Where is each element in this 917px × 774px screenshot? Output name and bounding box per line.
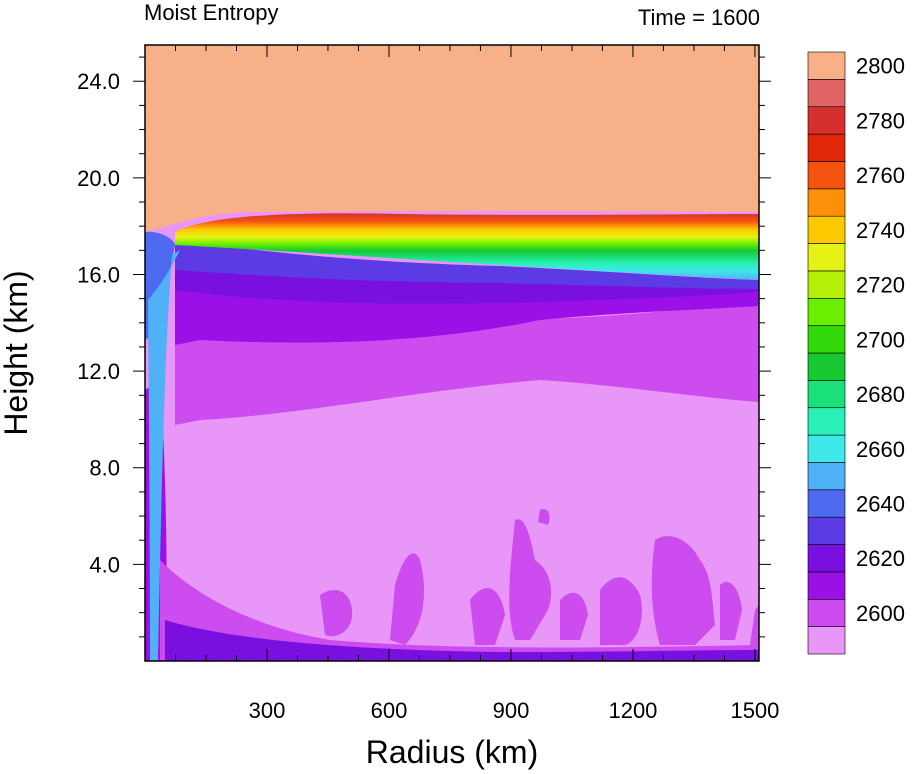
field-plume (651, 536, 715, 645)
x-tick-label: 300 (249, 698, 286, 723)
contour-field (145, 45, 759, 661)
x-tick-label: 600 (371, 698, 408, 723)
colorbar-label: 2740 (856, 218, 905, 243)
field-plume (320, 590, 353, 637)
field-plume (509, 519, 552, 640)
colorbar-box (807, 161, 846, 190)
colorbar-box (807, 106, 846, 135)
colorbar-label: 2800 (856, 54, 905, 79)
field-upper-layer-4 (175, 240, 759, 289)
plot-frame (144, 44, 760, 662)
field-upper-layer-2 (175, 268, 759, 345)
colorbar-label: 2720 (856, 273, 905, 298)
colorbar-box (807, 544, 846, 573)
colorbar-box (807, 352, 846, 381)
colorbar-label: 2640 (856, 492, 905, 517)
colorbar-label: 2660 (856, 437, 905, 462)
y-axis: 4.0 8.0 12.0 16.0 20.0 24.0 (77, 56, 771, 638)
chart-title: Moist Entropy (144, 0, 279, 25)
plot-area (144, 44, 760, 662)
colorbar-label: 2620 (856, 546, 905, 571)
y-axis-label: Height (km) (0, 270, 34, 435)
colorbar-box (807, 462, 846, 491)
colorbar-box (807, 380, 846, 409)
y-tick-label: 8.0 (89, 456, 120, 481)
colorbar-box (807, 434, 846, 463)
colorbar-box (807, 598, 846, 627)
colorbar-box (807, 571, 846, 600)
colorbar-label: 2780 (856, 108, 905, 133)
x-axis: 300 600 900 1200 1500 (174, 45, 779, 723)
colorbar-box (807, 188, 846, 217)
colorbar-label: 2680 (856, 382, 905, 407)
x-tick-label: 900 (493, 698, 530, 723)
field-upper-layer-3 (175, 268, 759, 304)
colorbar-box (807, 270, 846, 299)
colorbar-box (807, 489, 846, 518)
x-tick-label: 1500 (730, 698, 779, 723)
time-label: Time = 1600 (638, 5, 760, 30)
field-plume (720, 581, 742, 640)
y-tick-label: 12.0 (77, 359, 120, 384)
field-tropopause-band (175, 213, 759, 280)
y-tick-label: 20.0 (77, 166, 120, 191)
field-plume (390, 553, 425, 645)
y-tick-label: 24.0 (77, 69, 120, 94)
field-plume (600, 577, 642, 645)
field-plume (560, 592, 588, 640)
x-axis-label: Radius (km) (366, 734, 538, 770)
colorbar-box (807, 407, 846, 436)
y-tick-label: 4.0 (89, 552, 120, 577)
colorbar-box (807, 133, 846, 162)
colorbar-box (807, 79, 846, 108)
colorbar-box (807, 516, 846, 545)
field-plume (470, 588, 505, 645)
colorbar-box (807, 243, 846, 272)
colorbar-box (807, 325, 846, 354)
colorbar-box (807, 297, 846, 326)
colorbar-label: 2760 (856, 163, 905, 188)
colorbar-label: 2600 (856, 601, 905, 626)
colorbar-label: 2700 (856, 327, 905, 352)
field-plume (750, 605, 759, 645)
colorbar: 2600 2620 2640 2660 2680 2700 2720 2740 2760 2780… (807, 51, 905, 655)
colorbar-box (807, 215, 846, 244)
field-upper-layer-1 (175, 268, 759, 425)
y-tick-label: 16.0 (77, 262, 120, 287)
colorbar-box (807, 626, 846, 655)
colorbar-box (807, 51, 846, 80)
field-eyewall (148, 250, 180, 661)
field-plume (538, 509, 550, 525)
x-tick-label: 1200 (608, 698, 657, 723)
field-stratosphere (145, 45, 759, 232)
field-boundary-layer-2 (165, 620, 759, 661)
